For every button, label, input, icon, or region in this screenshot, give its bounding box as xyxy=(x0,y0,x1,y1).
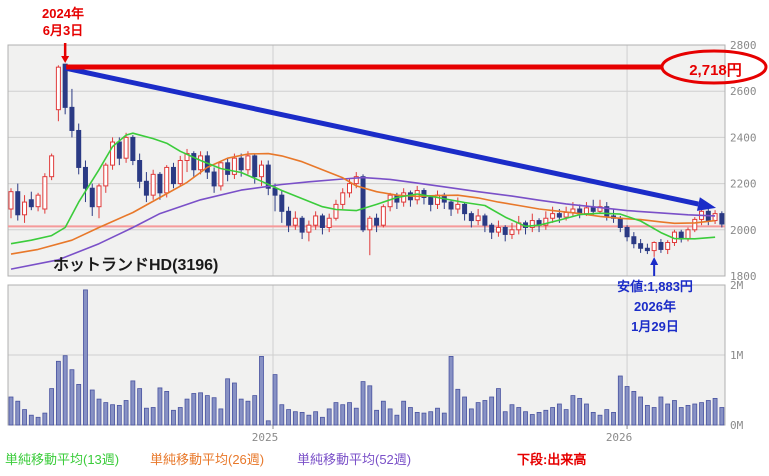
legend: 単純移動平均(13週) 単純移動平均(26週) 単純移動平均(52週) 下段:出… xyxy=(0,449,769,469)
low-price-text: 安値:1,883円 xyxy=(617,279,693,294)
legend-item-ma52: 単純移動平均(52週) xyxy=(297,452,412,467)
peak-date-year: 2024年 xyxy=(42,6,84,21)
peak-price-oval xyxy=(660,49,768,85)
axis-tick-label: 2000 xyxy=(730,224,757,237)
chart-title: ホットランドHD(3196) xyxy=(53,257,219,274)
axis-tick-label: 2800 xyxy=(730,39,757,52)
axis-tick-label: 2600 xyxy=(730,85,757,98)
axis-tick-label: 2M xyxy=(730,279,744,292)
ma-line xyxy=(10,176,716,270)
low-date-year: 2026年 xyxy=(634,299,676,314)
axis-tick-label: 0M xyxy=(730,419,744,432)
low-date-day: 1月29日 xyxy=(631,319,679,334)
legend-item-volume-note: 下段:出来高 xyxy=(517,452,587,467)
axis-tick-label: 2025 xyxy=(252,431,279,444)
legend-item-ma26: 単純移動平均(26週) xyxy=(150,452,265,467)
peak-price-label: 2,718円 xyxy=(689,62,742,79)
ma-line xyxy=(10,132,716,245)
ma-line xyxy=(10,152,716,255)
low-annotation: 安値:1,883円 2026年 1月29日 xyxy=(593,277,717,337)
peak-date-annotation: 2024年 6月3日 xyxy=(30,5,96,39)
axis-tick-label: 1M xyxy=(730,349,744,362)
axis-tick-label: 2200 xyxy=(730,178,757,191)
legend-item-ma13: 単純移動平均(13週) xyxy=(5,452,120,467)
axis-tick-label: 1800 xyxy=(730,270,757,283)
axis-tick-label: 2400 xyxy=(730,131,757,144)
downtrend-arrowhead-icon xyxy=(696,197,716,211)
peak-date-day: 6月3日 xyxy=(42,23,84,38)
downtrend-arrow-line xyxy=(64,65,699,207)
axis-tick-label: 2026 xyxy=(606,431,633,444)
